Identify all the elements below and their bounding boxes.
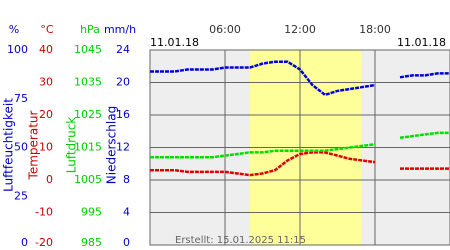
y-tick-label: 1025 <box>74 108 102 121</box>
y-tick-label: 25 <box>14 189 28 202</box>
y-tick-label: 1005 <box>74 173 102 186</box>
y-tick-label: 20 <box>39 108 53 121</box>
y-tick-label: 4 <box>123 206 130 219</box>
y-tick-label: 50 <box>14 141 28 154</box>
x-tick-label: 06:00 <box>209 23 241 36</box>
series-line <box>150 60 450 97</box>
footer: Erstellt: 15.01.2025 11:15 <box>175 235 306 246</box>
axis-unit: mm/h <box>104 23 136 36</box>
y-tick-label: 12 <box>116 141 130 154</box>
y-tick-label: 24 <box>116 43 130 56</box>
y-tick-label: 8 <box>123 173 130 186</box>
y-tick-label: -20 <box>35 236 53 249</box>
y-tick-label: 100 <box>7 43 28 56</box>
x-tick-label: 12:00 <box>284 23 316 36</box>
y-tick-label: 1015 <box>74 141 102 154</box>
y-tick-label: 995 <box>81 206 102 219</box>
axis-title: Temperatur <box>27 110 41 180</box>
start-date: 11.01.18 <box>150 36 199 49</box>
plot-frame <box>149 49 450 246</box>
y-tick-label: 985 <box>81 236 102 249</box>
y-tick-label: 0 <box>21 236 28 249</box>
y-tick-label: 30 <box>39 76 53 89</box>
y-tick-label: 0 <box>123 236 130 249</box>
y-tick-label: 40 <box>39 43 53 56</box>
y-tick-label: 75 <box>14 92 28 105</box>
y-tick-label: 20 <box>116 76 130 89</box>
y-tick-label: 16 <box>116 108 130 121</box>
end-date: 11.01.18 <box>397 36 446 49</box>
y-tick-label: 1045 <box>74 43 102 56</box>
axis-title: Luftdruck <box>65 117 79 174</box>
x-tick-label: 18:00 <box>359 23 391 36</box>
axis-unit: °C <box>40 23 54 36</box>
y-tick-label: 1035 <box>74 76 102 89</box>
axis-unit: hPa <box>80 23 100 36</box>
series-line <box>150 131 450 159</box>
axis-unit: % <box>9 23 19 36</box>
series-line <box>150 151 450 177</box>
y-tick-label: 10 <box>39 141 53 154</box>
y-tick-label: -10 <box>35 206 53 219</box>
y-tick-label: 0 <box>46 173 53 186</box>
axis-title: Niederschlag <box>105 106 119 184</box>
axis-title: Luftfeuchtigkeit <box>2 98 16 192</box>
